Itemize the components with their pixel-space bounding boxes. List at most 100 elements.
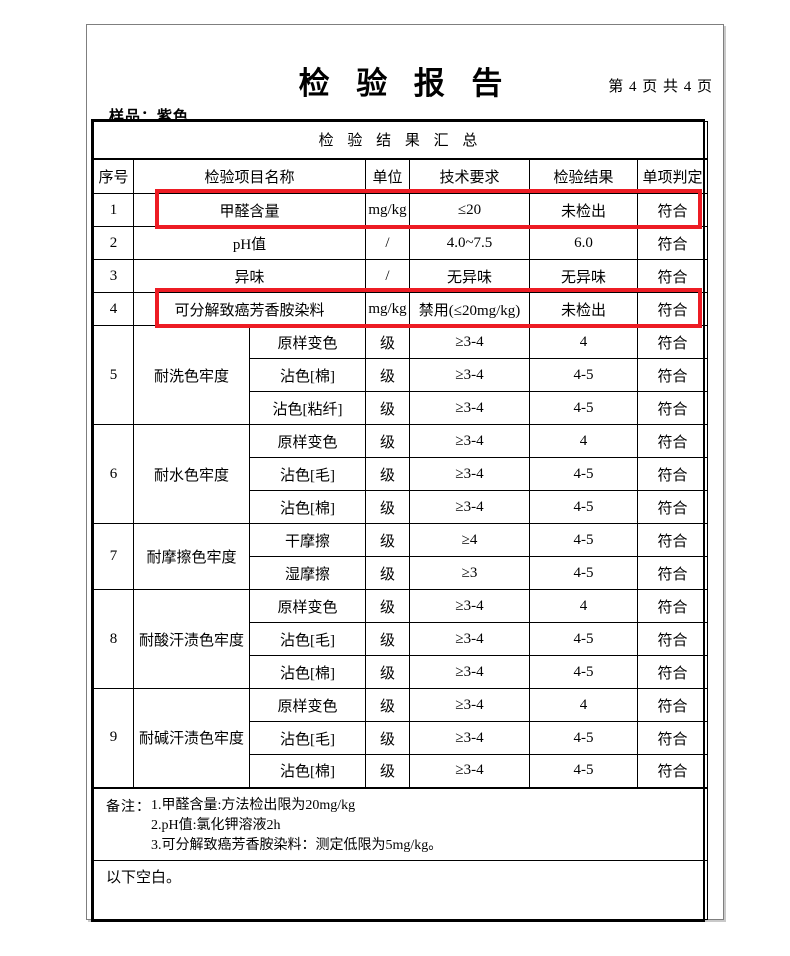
judgment-cell: 符合	[637, 721, 708, 755]
unit-cell: /	[365, 259, 410, 293]
row-no-cell: 5	[93, 325, 134, 425]
judgment-cell: 符合	[637, 754, 708, 788]
group-name-cell: 耐摩擦色牢度	[133, 523, 250, 590]
page-number: 第 4 页 共 4 页	[608, 79, 713, 95]
judgment-cell: 符合	[637, 391, 708, 425]
result-subrow: 7 耐摩擦色牢度 干摩擦级 ≥4 4-5 符合	[93, 523, 708, 590]
blank-row: 以下空白。	[93, 860, 708, 921]
group-name-cell: 耐水色牢度	[133, 424, 250, 524]
result-cell: 4	[529, 325, 638, 359]
requirement-cell: ≥3-4	[409, 424, 530, 458]
result-cell: 未检出	[529, 193, 638, 227]
item-name-cell: 可分解致癌芳香胺染料	[133, 292, 366, 326]
note-line: 3.可分解致癌芳香胺染料：测定低限为5mg/kg。	[151, 838, 443, 854]
row-no-cell: 3	[93, 259, 134, 293]
judgment-cell: 符合	[637, 325, 708, 359]
report-title: 检 验 报 告	[298, 66, 512, 101]
requirement-cell: 禁用(≤20mg/kg)	[409, 292, 530, 326]
test-name-cell: 沾色[棉]	[249, 655, 366, 689]
unit-cell: 级	[365, 655, 410, 689]
unit-cell: 级	[365, 391, 410, 425]
requirement-cell: ≥3-4	[409, 688, 530, 722]
unit-cell: 级	[365, 358, 410, 392]
col-header-no: 序号	[93, 158, 134, 194]
row-no-cell: 6	[93, 424, 134, 524]
unit-cell: 级	[365, 490, 410, 524]
unit-cell: mg/kg	[365, 292, 410, 326]
result-row: 3 异味 / 无异味 无异味 符合	[93, 259, 708, 293]
requirement-cell: ≥3	[409, 556, 530, 590]
notes-label: 备注：	[106, 799, 151, 815]
results-table: 检 验 结 果 汇 总 序号 检验项目名称 单位 技术要求 检验结果 单项判定 …	[91, 119, 708, 923]
test-name-cell: 沾色[棉]	[249, 754, 366, 788]
unit-cell: 级	[365, 523, 410, 557]
unit-cell: /	[365, 226, 410, 260]
notes-row: 备注： 1.甲醛含量:方法检出限为20mg/kg 2.pH值:氯化钾溶液2h 3…	[93, 786, 708, 862]
result-cell: 4	[529, 688, 638, 722]
judgment-cell: 符合	[637, 292, 708, 326]
result-subrow: 沾色[毛] 级 ≥3-4 4-5 符合	[94, 622, 708, 656]
result-subrow: 沾色[棉] 级 ≥3-4 4-5 符合	[94, 754, 708, 788]
result-subrow: 6 耐水色牢度 原样变色级 ≥3-4 4 符合	[93, 424, 708, 524]
item-name-cell: pH值	[133, 226, 366, 260]
col-header-judgment: 单项判定	[637, 158, 708, 194]
unit-cell: mg/kg	[365, 193, 410, 227]
table-title: 检 验 结 果 汇 总	[93, 121, 708, 160]
note-line: 2.pH值:氯化钾溶液2h	[151, 817, 281, 833]
test-name-cell: 原样变色	[249, 424, 366, 458]
unit-cell: 级	[365, 721, 410, 755]
requirement-cell: ≥3-4	[409, 754, 530, 788]
requirement-cell: 4.0~7.5	[409, 226, 530, 260]
item-name-cell: 异味	[133, 259, 366, 293]
result-row: 4 可分解致癌芳香胺染料 mg/kg 禁用(≤20mg/kg) 未检出 符合	[93, 292, 708, 326]
result-subrow: 8 耐酸汗渍色牢度 原样变色级 ≥3-4 4 符合	[93, 589, 708, 689]
judgment-cell: 符合	[637, 556, 708, 590]
notes-section: 备注： 1.甲醛含量:方法检出限为20mg/kg 2.pH值:氯化钾溶液2h 3…	[93, 786, 708, 921]
requirement-cell: ≥3-4	[409, 721, 530, 755]
row-no-cell: 9	[93, 688, 134, 788]
result-cell: 4-5	[529, 721, 638, 755]
result-cell: 无异味	[529, 259, 638, 293]
notes-lines: 1.甲醛含量:方法检出限为20mg/kg 2.pH值:氯化钾溶液2h 3.可分解…	[151, 796, 442, 857]
judgment-cell: 符合	[637, 424, 708, 458]
judgment-cell: 符合	[637, 688, 708, 722]
col-header-item-name: 检验项目名称	[133, 158, 366, 194]
unit-cell: 级	[365, 688, 410, 722]
result-row: 1 甲醛含量 mg/kg ≤20 未检出 符合	[93, 193, 708, 227]
result-cell: 4-5	[529, 754, 638, 788]
requirement-cell: ≥3-4	[409, 358, 530, 392]
result-subrow: 沾色[毛] 级 ≥3-4 4-5 符合	[94, 721, 708, 755]
row-no-cell: 1	[93, 193, 134, 227]
item-name-cell: 甲醛含量	[133, 193, 366, 227]
table-header-row: 序号 检验项目名称 单位 技术要求 检验结果 单项判定	[93, 158, 708, 194]
unit-cell: 级	[365, 556, 410, 590]
group-name-cell: 耐碱汗渍色牢度	[133, 688, 250, 788]
requirement-cell: ≥4	[409, 523, 530, 557]
judgment-cell: 符合	[637, 226, 708, 260]
table-title-row: 检 验 结 果 汇 总	[93, 121, 708, 160]
results-table-body: 1 甲醛含量 mg/kg ≤20 未检出 符合 2 pH值/4.0~7.5 6.0 符合 3 异味 / 无…	[93, 193, 708, 788]
result-cell: 4	[529, 424, 638, 458]
requirement-cell: ≥3-4	[409, 622, 530, 656]
result-cell: 4	[529, 589, 638, 623]
test-name-cell: 原样变色	[249, 589, 366, 623]
test-name-cell: 原样变色	[249, 325, 366, 359]
result-cell: 4-5	[529, 523, 638, 557]
test-name-cell: 湿摩擦	[249, 556, 366, 590]
row-no-cell: 4	[93, 292, 134, 326]
result-subrow: 沾色[棉] 级 ≥3-4 4-5 符合	[94, 358, 708, 392]
judgment-cell: 符合	[637, 193, 708, 227]
requirement-cell: ≥3-4	[409, 391, 530, 425]
test-name-cell: 沾色[毛]	[249, 622, 366, 656]
result-subrow: 沾色[粘纤] 级 ≥3-4 4-5 符合	[94, 391, 708, 425]
note-line: 1.甲醛含量:方法检出限为20mg/kg	[151, 797, 356, 813]
unit-cell: 级	[365, 325, 410, 359]
judgment-cell: 符合	[637, 523, 708, 557]
judgment-cell: 符合	[637, 655, 708, 689]
judgment-cell: 符合	[637, 259, 708, 293]
col-header-unit: 单位	[365, 158, 410, 194]
requirement-cell: ≥3-4	[409, 589, 530, 623]
unit-cell: 级	[365, 622, 410, 656]
test-name-cell: 沾色[毛]	[249, 457, 366, 491]
result-cell: 4-5	[529, 391, 638, 425]
